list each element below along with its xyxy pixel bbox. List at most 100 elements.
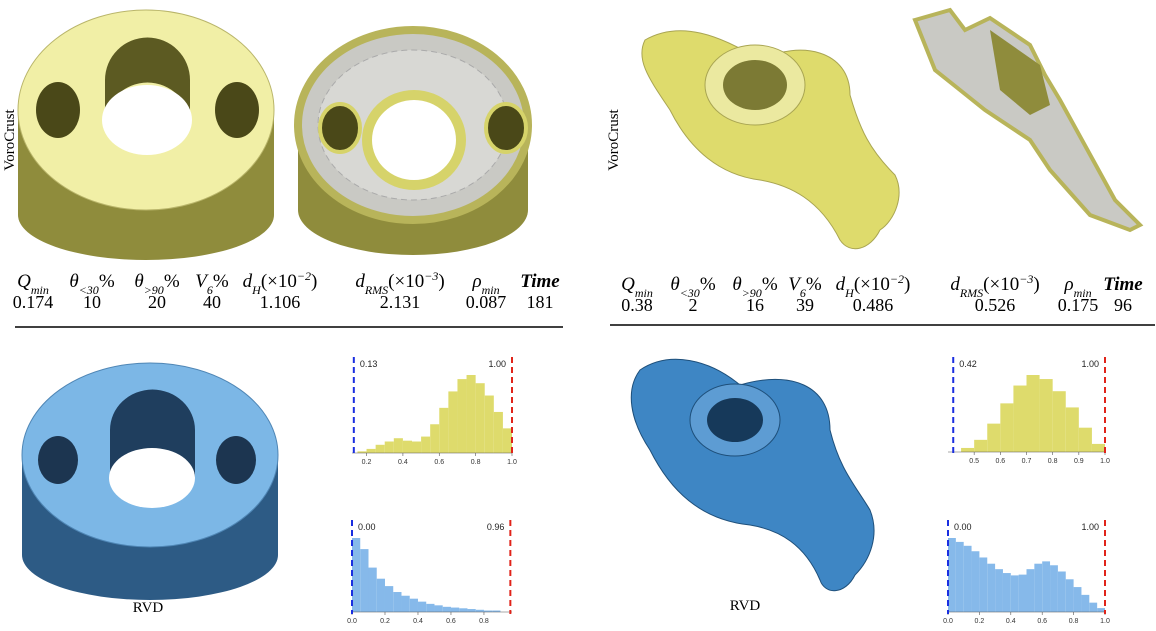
hist-bar [459,608,467,612]
table-value: 2 [689,295,698,315]
hist-bar [1034,564,1042,612]
header-part: −2 [297,269,311,283]
table-header: Time [1103,274,1143,295]
header-part: ρ [471,271,481,292]
max-annotation: 0.96 [487,522,505,532]
header-part: ) [904,274,910,295]
page: {"panels": [ {"row_label": "VoroCrust", … [0,0,1156,631]
hist-bar [1058,571,1066,612]
x-tick-label: 0.6 [995,458,1005,465]
table-value: 16 [746,295,764,315]
mesh-cylinder-rvd [22,363,278,600]
hist-bar [401,596,409,612]
x-tick-label: 0.2 [975,618,985,625]
header-part: (×10 [261,271,297,292]
header-part: (×10 [854,274,890,295]
header-part: −3 [424,269,438,283]
x-tick-label: 0.4 [1006,618,1016,625]
header-part: Time [520,271,560,292]
hist-bar [1019,575,1027,612]
header-part: (×10 [983,274,1019,295]
mesh-rocker-cutaway [915,10,1140,230]
header-part: ) [438,271,444,292]
table-value: 0.38 [621,295,653,315]
table-value: 0.174 [13,292,54,312]
hist-bar [418,602,426,612]
header-part: θ [134,271,143,292]
header-part: θ [69,271,78,292]
mesh-rocker [642,31,899,249]
hist-bar [1079,428,1092,452]
header-part: % [806,274,822,295]
hist-bar [1081,595,1089,612]
hist-bar [1053,391,1066,452]
hist-bar [485,396,494,453]
header-part: θ [670,274,679,295]
x-tick-label: 0.8 [1048,458,1058,465]
max-annotation: 1.00 [1081,359,1099,369]
table-value: 39 [796,295,814,315]
header-part: d [836,274,846,295]
header-part: % [762,274,778,295]
table-value: 1.106 [260,292,301,312]
hist-bar [403,441,412,453]
min-annotation: 0.00 [358,522,376,532]
hist-bar [1066,579,1074,612]
hist-bar [360,549,368,612]
row-label: VoroCrust [606,108,622,170]
hist-bar [1050,565,1058,612]
hist-bar [1042,561,1050,612]
x-tick-label: 0.9 [1074,458,1084,465]
x-tick-label: 1.0 [1100,458,1110,465]
table-value: 0.526 [975,295,1016,315]
header-part: Q [621,274,635,295]
hist-bar [1027,375,1040,452]
header-part: θ [732,274,741,295]
max-annotation: 1.00 [1081,522,1099,532]
x-tick-label: 0.7 [1022,458,1032,465]
table-header: Time [520,271,560,292]
hist-bar [430,424,439,453]
method-label: RVD [133,600,164,616]
hist-bar [1040,379,1053,452]
hist-bar [979,557,987,612]
hist-bar [439,408,448,453]
x-tick-label: 0.8 [1069,618,1079,625]
hist-bar [376,445,385,453]
table-value: 96 [1114,295,1132,315]
header-part: Time [1103,274,1143,295]
hist-bar [1000,403,1013,452]
hist-bar [352,538,360,612]
x-tick-label: 0.8 [471,459,481,466]
header-part: % [213,271,229,292]
table-value: 40 [203,292,221,312]
x-tick-label: 0.4 [413,618,423,625]
hist-bar [972,551,980,612]
table-value: 0.087 [466,292,507,312]
min-annotation: 0.00 [954,522,972,532]
row-label: VoroCrust [2,108,18,170]
x-tick-label: 0.6 [446,618,456,625]
header-part: d [950,274,960,295]
hist-bar [457,379,466,453]
table-value: 0.486 [853,295,894,315]
hist-bar [1092,444,1105,452]
x-tick-label: 0.2 [380,618,390,625]
x-tick-label: 1.0 [1100,618,1110,625]
hist-bar [1066,407,1079,452]
hist-bar [393,592,401,612]
hist-bar [956,542,964,612]
header-part: % [164,271,180,292]
hist-bar [1013,386,1026,452]
hist-bar [995,569,1003,612]
hist-bar [948,538,956,612]
mesh-cutaway [298,30,528,255]
method-label: RVD [730,598,761,614]
hist-bar [377,579,385,612]
hist-bar [426,604,434,612]
x-tick-label: 0.6 [434,459,444,466]
hist-bar [987,424,1000,452]
hist-bar [1089,603,1097,612]
hist-bar [467,375,476,453]
header-part: (×10 [388,271,424,292]
